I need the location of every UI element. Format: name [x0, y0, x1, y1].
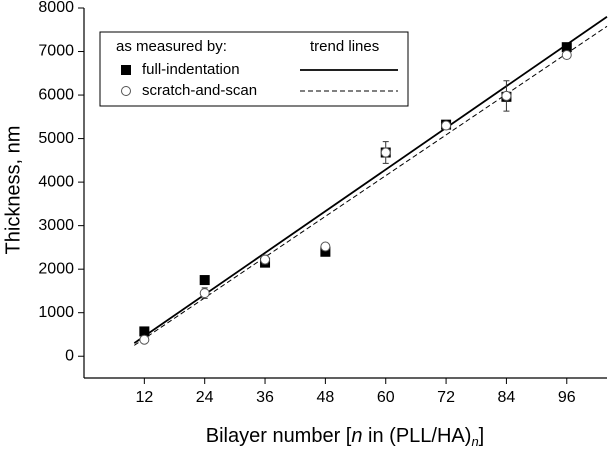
trend-line	[134, 25, 608, 346]
y-tick-label: 0	[65, 347, 74, 364]
legend-heading: as measured by:	[116, 38, 227, 55]
x-label-part: in (PLL/HA)	[363, 425, 472, 447]
x-label-part: ]	[479, 425, 485, 447]
marker	[501, 90, 512, 101]
y-axis-label: Thickness, nm	[2, 126, 24, 255]
marker	[561, 50, 572, 61]
marker	[441, 120, 452, 131]
x-tick-label: 12	[135, 389, 153, 406]
trend-line	[133, 15, 608, 344]
x-label-part: n	[471, 434, 478, 449]
legend-box	[99, 31, 409, 107]
x-label-part: Bilayer number [	[206, 425, 352, 447]
marker	[139, 334, 150, 345]
x-tick-label: 96	[558, 389, 576, 406]
marker	[320, 246, 331, 257]
y-tick-label: 1000	[38, 304, 74, 321]
y-tick-label: 8000	[38, 0, 74, 16]
x-tick-label: 24	[196, 389, 214, 406]
marker	[139, 326, 150, 337]
marker	[320, 241, 331, 252]
marker	[121, 86, 131, 96]
legend-label: scratch-and-scan	[142, 82, 257, 99]
y-tick-label: 2000	[38, 260, 74, 277]
x-label-part: n	[351, 425, 362, 447]
x-tick-label: 48	[316, 389, 334, 406]
marker	[199, 275, 210, 286]
y-tick-label: 6000	[38, 86, 74, 103]
x-tick-label: 60	[377, 389, 395, 406]
legend-heading: trend lines	[310, 38, 379, 55]
marker	[561, 42, 572, 53]
marker	[121, 65, 131, 75]
marker	[260, 254, 271, 265]
x-tick-label: 72	[437, 389, 455, 406]
y-tick-label: 5000	[38, 130, 74, 147]
y-tick-label: 4000	[38, 173, 74, 190]
marker	[380, 147, 391, 158]
y-tick-label: 3000	[38, 217, 74, 234]
x-tick-label: 84	[498, 389, 516, 406]
legend-label: full-indentation	[142, 61, 240, 78]
x-tick-label: 36	[256, 389, 274, 406]
x-axis-label: Bilayer number [n in (PLL/HA)n]	[206, 425, 484, 449]
marker	[199, 288, 210, 299]
y-tick-label: 7000	[38, 43, 74, 60]
